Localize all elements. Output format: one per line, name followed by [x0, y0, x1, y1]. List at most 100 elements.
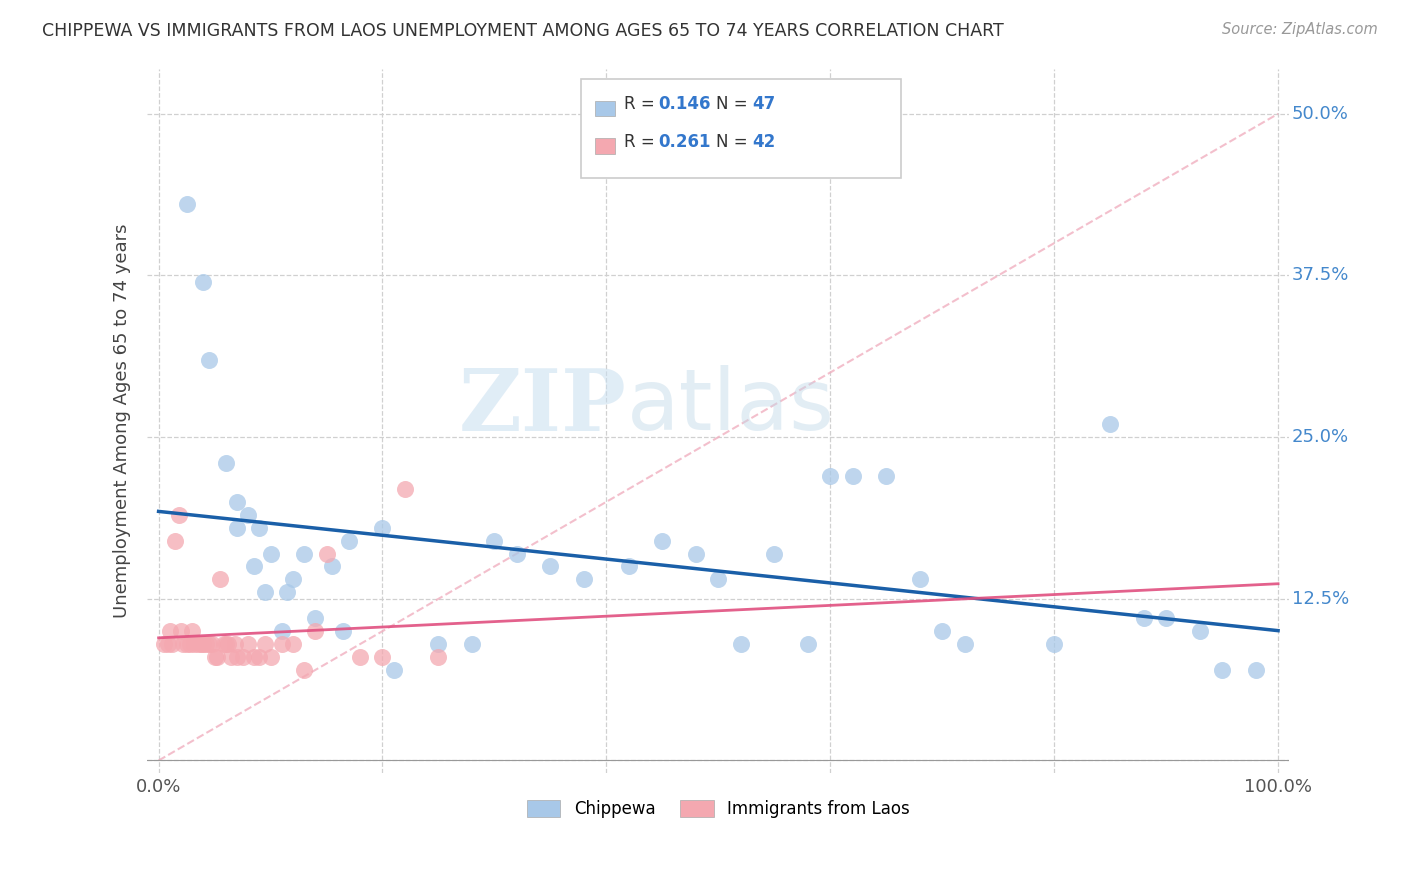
Point	[167, 508, 190, 522]
Text: Source: ZipAtlas.com: Source: ZipAtlas.com	[1222, 22, 1378, 37]
Point	[170, 624, 193, 639]
Text: 0.261: 0.261	[658, 133, 711, 151]
Point	[321, 559, 343, 574]
Point	[193, 275, 215, 289]
Point	[371, 521, 394, 535]
Point	[232, 650, 254, 665]
Point	[194, 637, 217, 651]
Point	[242, 559, 264, 574]
Point	[236, 637, 259, 651]
Bar	[595, 101, 614, 117]
Point	[259, 650, 281, 665]
Point	[209, 573, 232, 587]
Point	[371, 650, 394, 665]
Text: CHIPPEWA VS IMMIGRANTS FROM LAOS UNEMPLOYMENT AMONG AGES 65 TO 74 YEARS CORRELAT: CHIPPEWA VS IMMIGRANTS FROM LAOS UNEMPLO…	[42, 22, 1004, 40]
Point	[205, 650, 228, 665]
Point	[820, 469, 842, 483]
Point	[292, 547, 315, 561]
Text: N =: N =	[716, 133, 752, 151]
Point	[931, 624, 953, 639]
Point	[1244, 663, 1267, 677]
Point	[253, 637, 276, 651]
Point	[841, 469, 863, 483]
Text: 42: 42	[752, 133, 775, 151]
Point	[160, 637, 183, 651]
Y-axis label: Unemployment Among Ages 65 to 74 years: Unemployment Among Ages 65 to 74 years	[114, 224, 131, 618]
Point	[461, 637, 484, 651]
Point	[247, 521, 270, 535]
Point	[153, 637, 176, 651]
Point	[176, 637, 198, 651]
FancyBboxPatch shape	[581, 79, 901, 178]
Point	[221, 650, 243, 665]
Point	[484, 533, 506, 548]
Point	[797, 637, 820, 651]
Point	[217, 637, 239, 651]
Point	[538, 559, 561, 574]
Point	[236, 508, 259, 522]
Text: R =: R =	[624, 95, 661, 113]
Point	[198, 637, 221, 651]
Point	[651, 533, 673, 548]
Point	[253, 585, 276, 599]
Point	[304, 624, 326, 639]
Point	[337, 533, 360, 548]
Point	[172, 637, 194, 651]
Point	[332, 624, 354, 639]
Point	[259, 547, 281, 561]
Point	[281, 573, 304, 587]
Point	[193, 637, 215, 651]
Point	[226, 495, 249, 509]
Point	[224, 637, 246, 651]
Point	[204, 650, 226, 665]
Point	[212, 637, 235, 651]
Point	[270, 637, 292, 651]
Point	[159, 624, 181, 639]
Point	[707, 573, 730, 587]
Point	[953, 637, 976, 651]
Point	[506, 547, 529, 561]
Bar	[595, 138, 614, 153]
Text: N =: N =	[716, 95, 752, 113]
Text: 0.146: 0.146	[658, 95, 711, 113]
Point	[617, 559, 640, 574]
Point	[315, 547, 337, 561]
Point	[1154, 611, 1177, 625]
Point	[572, 573, 595, 587]
Point	[763, 547, 786, 561]
Point	[281, 637, 304, 651]
Point	[1211, 663, 1233, 677]
Point	[685, 547, 707, 561]
Point	[187, 637, 209, 651]
Point	[247, 650, 270, 665]
Point	[156, 637, 179, 651]
Point	[181, 624, 204, 639]
Point	[427, 650, 450, 665]
Point	[1043, 637, 1066, 651]
Point	[215, 456, 238, 470]
Text: R =: R =	[624, 133, 661, 151]
Point	[183, 637, 205, 651]
Point	[201, 637, 224, 651]
Point	[1132, 611, 1154, 625]
Text: 37.5%: 37.5%	[1292, 267, 1348, 285]
Point	[875, 469, 897, 483]
Point	[382, 663, 405, 677]
Point	[730, 637, 752, 651]
Point	[215, 637, 238, 651]
Point	[276, 585, 298, 599]
Point	[1188, 624, 1211, 639]
Point	[198, 352, 221, 367]
Point	[427, 637, 450, 651]
Point	[242, 650, 264, 665]
Point	[304, 611, 326, 625]
Point	[270, 624, 292, 639]
Point	[179, 637, 201, 651]
Legend: Chippewa, Immigrants from Laos: Chippewa, Immigrants from Laos	[520, 794, 917, 825]
Point	[226, 521, 249, 535]
Text: ZIP: ZIP	[460, 365, 627, 449]
Text: atlas: atlas	[627, 366, 835, 449]
Point	[394, 482, 416, 496]
Text: 50.0%: 50.0%	[1292, 104, 1348, 123]
Point	[349, 650, 371, 665]
